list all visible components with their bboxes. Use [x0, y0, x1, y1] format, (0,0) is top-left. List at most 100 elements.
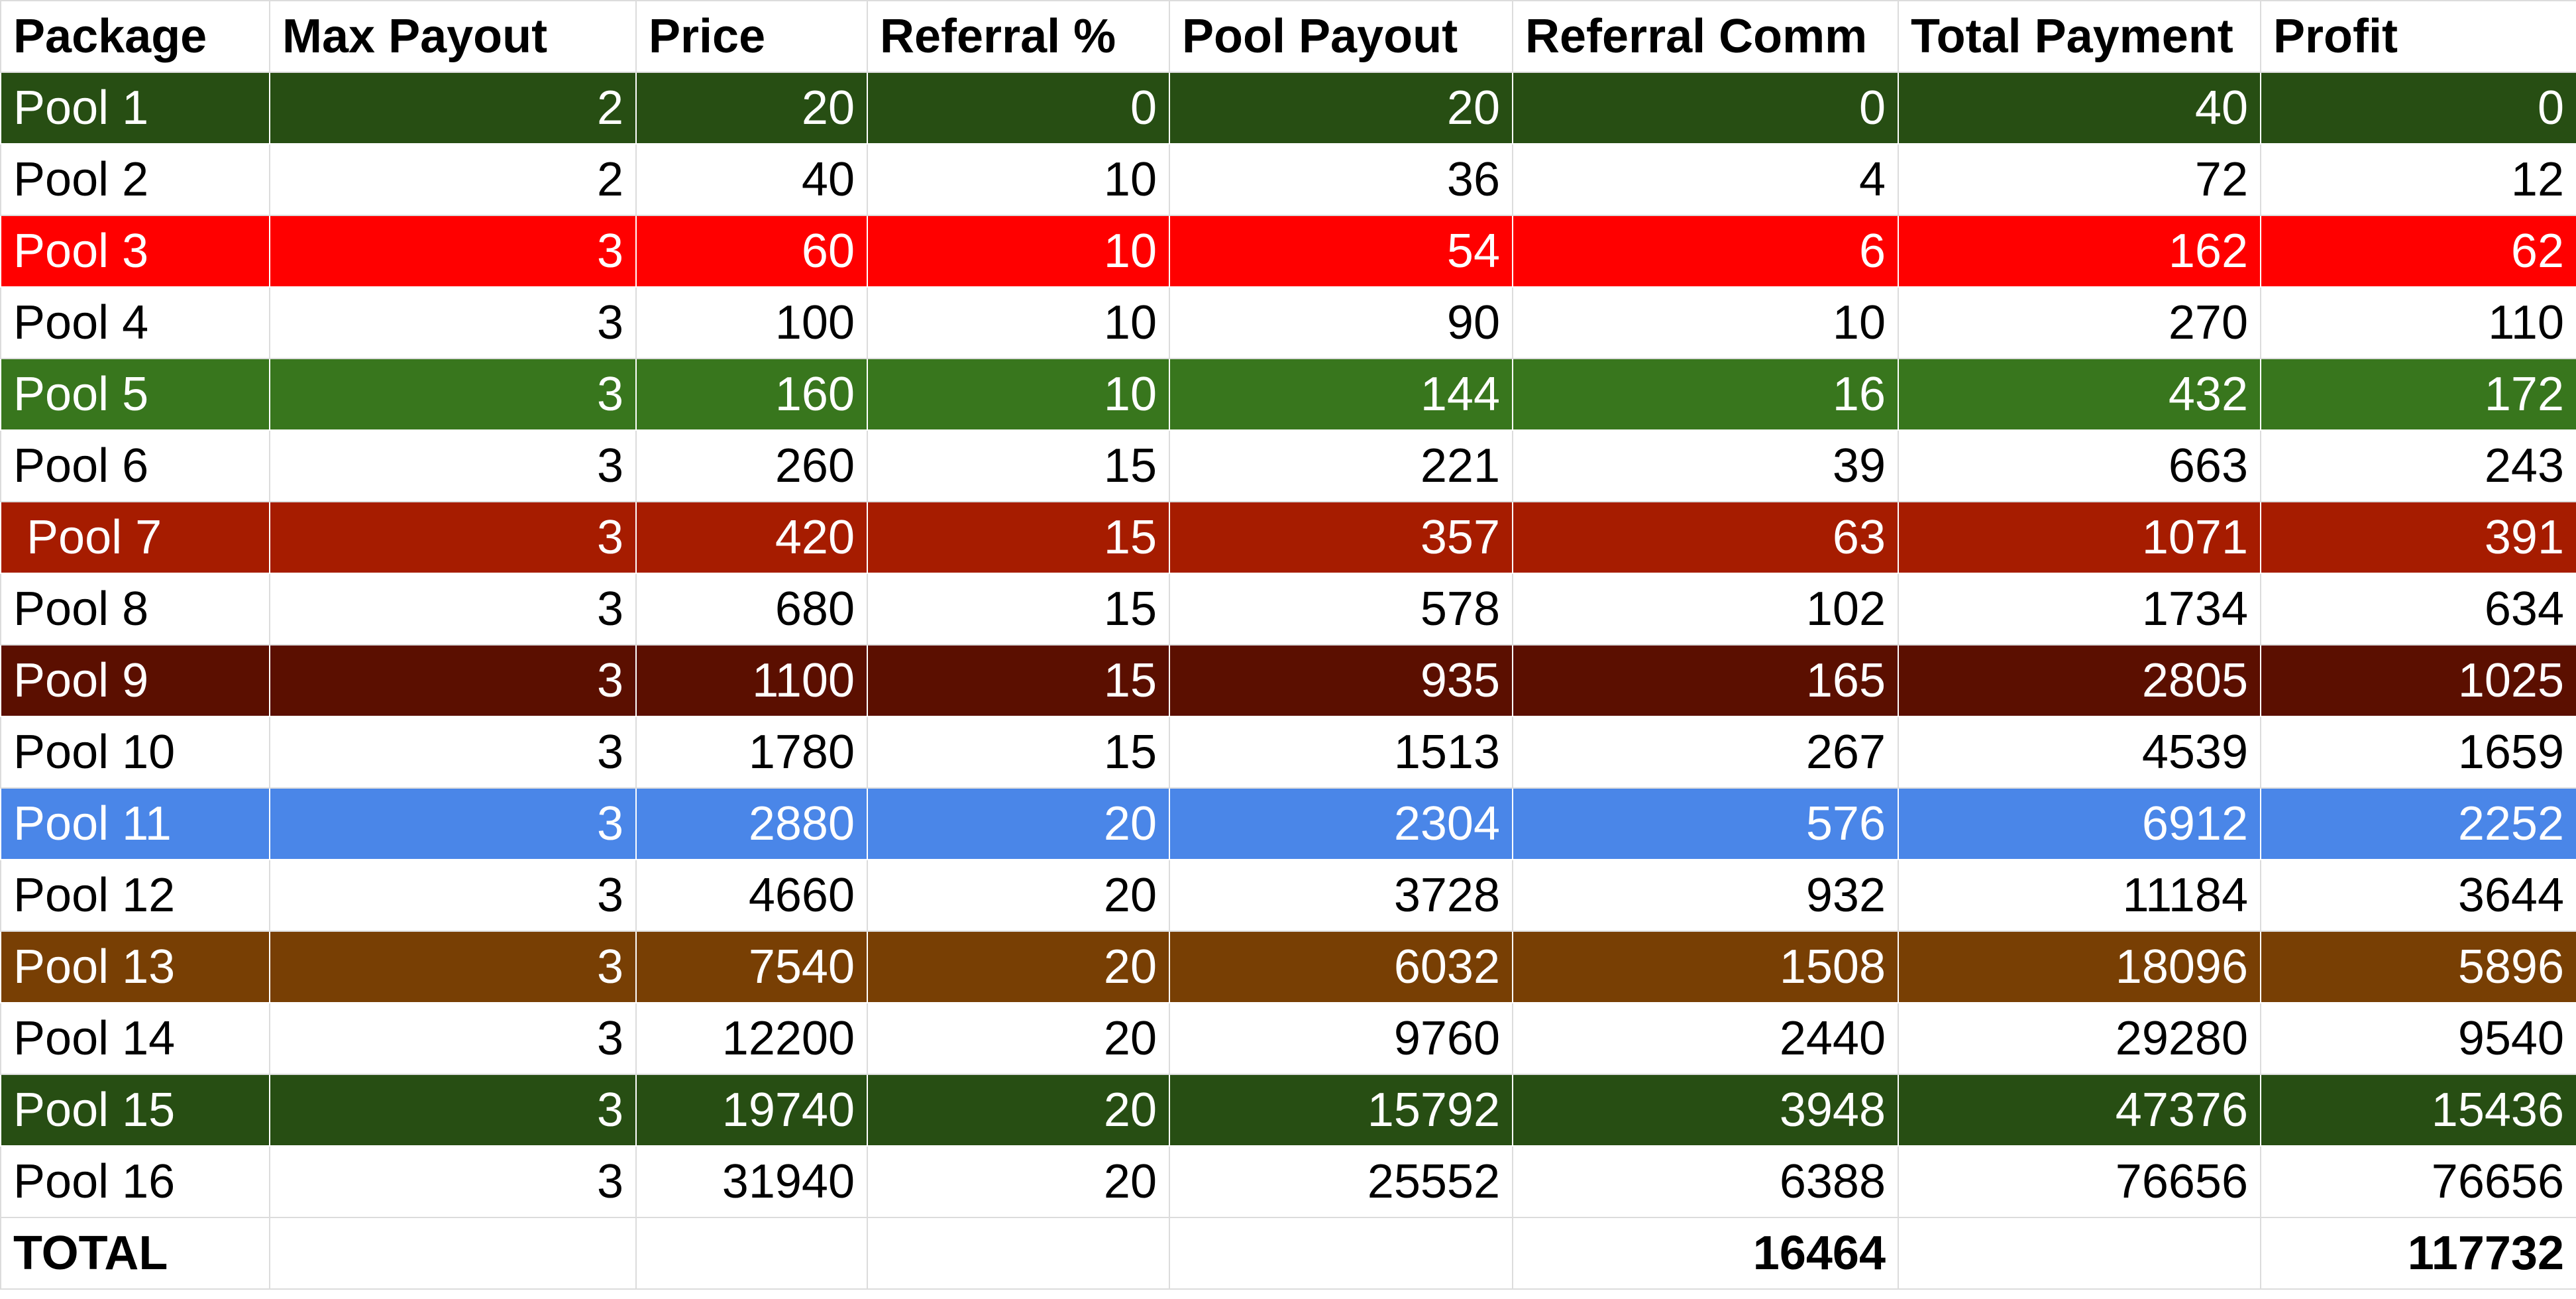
data-cell[interactable]: 221: [1169, 429, 1513, 502]
data-cell[interactable]: 0: [867, 72, 1170, 144]
data-cell[interactable]: 20: [867, 1074, 1170, 1147]
header-cell-profit[interactable]: Profit: [2260, 0, 2576, 73]
data-cell[interactable]: 0: [1512, 72, 1899, 144]
data-cell[interactable]: 576: [1512, 787, 1899, 860]
data-cell[interactable]: 1659: [2260, 716, 2576, 789]
data-cell[interactable]: 3728: [1169, 859, 1513, 932]
data-cell[interactable]: 2304: [1169, 787, 1513, 860]
data-cell[interactable]: 1025: [2260, 644, 2576, 717]
data-cell[interactable]: 63: [1512, 501, 1899, 574]
data-cell[interactable]: 15436: [2260, 1074, 2576, 1147]
row-label-cell[interactable]: Pool 13: [0, 931, 270, 1003]
row-label-cell[interactable]: Pool 7: [0, 501, 270, 574]
total-cell[interactable]: [635, 1217, 868, 1290]
header-cell-price[interactable]: Price: [635, 0, 868, 73]
data-cell[interactable]: 15792: [1169, 1074, 1513, 1147]
total-cell[interactable]: 16464: [1512, 1217, 1899, 1290]
data-cell[interactable]: 5896: [2260, 931, 2576, 1003]
data-cell[interactable]: 3: [269, 429, 637, 502]
data-cell[interactable]: 1071: [1898, 501, 2261, 574]
data-cell[interactable]: 420: [635, 501, 868, 574]
data-cell[interactable]: 10: [867, 215, 1170, 288]
data-cell[interactable]: 1780: [635, 716, 868, 789]
data-cell[interactable]: 432: [1898, 358, 2261, 431]
data-cell[interactable]: 162: [1898, 215, 2261, 288]
data-cell[interactable]: 19740: [635, 1074, 868, 1147]
data-cell[interactable]: 0: [2260, 72, 2576, 144]
data-cell[interactable]: 7540: [635, 931, 868, 1003]
row-label-cell[interactable]: Pool 5: [0, 358, 270, 431]
data-cell[interactable]: 2: [269, 143, 637, 216]
data-cell[interactable]: 102: [1512, 573, 1899, 646]
data-cell[interactable]: 165: [1512, 644, 1899, 717]
data-cell[interactable]: 3: [269, 716, 637, 789]
row-label-cell[interactable]: Pool 2: [0, 143, 270, 216]
data-cell[interactable]: 243: [2260, 429, 2576, 502]
data-cell[interactable]: 12: [2260, 143, 2576, 216]
data-cell[interactable]: 62: [2260, 215, 2576, 288]
data-cell[interactable]: 4539: [1898, 716, 2261, 789]
data-cell[interactable]: 16: [1512, 358, 1899, 431]
data-cell[interactable]: 680: [635, 573, 868, 646]
row-label-cell[interactable]: Pool 16: [0, 1145, 270, 1218]
data-cell[interactable]: 10: [867, 143, 1170, 216]
data-cell[interactable]: 76656: [1898, 1145, 2261, 1218]
data-cell[interactable]: 60: [635, 215, 868, 288]
header-cell-total-payment[interactable]: Total Payment: [1898, 0, 2261, 73]
data-cell[interactable]: 72: [1898, 143, 2261, 216]
header-cell-package[interactable]: Package: [0, 0, 270, 73]
data-cell[interactable]: 15: [867, 716, 1170, 789]
data-cell[interactable]: 6912: [1898, 787, 2261, 860]
data-cell[interactable]: 18096: [1898, 931, 2261, 1003]
data-cell[interactable]: 270: [1898, 286, 2261, 359]
data-cell[interactable]: 15: [867, 644, 1170, 717]
data-cell[interactable]: 3644: [2260, 859, 2576, 932]
data-cell[interactable]: 15: [867, 573, 1170, 646]
data-cell[interactable]: 260: [635, 429, 868, 502]
data-cell[interactable]: 12200: [635, 1002, 868, 1075]
data-cell[interactable]: 3: [269, 286, 637, 359]
header-cell-referral-pct[interactable]: Referral %: [867, 0, 1170, 73]
data-cell[interactable]: 47376: [1898, 1074, 2261, 1147]
data-cell[interactable]: 40: [1898, 72, 2261, 144]
data-cell[interactable]: 935: [1169, 644, 1513, 717]
row-label-cell[interactable]: Pool 8: [0, 573, 270, 646]
data-cell[interactable]: 76656: [2260, 1145, 2576, 1218]
header-cell-pool-payout[interactable]: Pool Payout: [1169, 0, 1513, 73]
data-cell[interactable]: 6032: [1169, 931, 1513, 1003]
data-cell[interactable]: 20: [635, 72, 868, 144]
data-cell[interactable]: 11184: [1898, 859, 2261, 932]
data-cell[interactable]: 15: [867, 429, 1170, 502]
data-cell[interactable]: 3: [269, 215, 637, 288]
data-cell[interactable]: 29280: [1898, 1002, 2261, 1075]
row-label-cell[interactable]: Pool 11: [0, 787, 270, 860]
row-label-cell[interactable]: Pool 1: [0, 72, 270, 144]
row-label-cell[interactable]: Pool 4: [0, 286, 270, 359]
data-cell[interactable]: 2: [269, 72, 637, 144]
data-cell[interactable]: 110: [2260, 286, 2576, 359]
data-cell[interactable]: 25552: [1169, 1145, 1513, 1218]
data-cell[interactable]: 932: [1512, 859, 1899, 932]
data-cell[interactable]: 357: [1169, 501, 1513, 574]
header-cell-referral-comm[interactable]: Referral Comm: [1512, 0, 1899, 73]
data-cell[interactable]: 54: [1169, 215, 1513, 288]
row-label-cell[interactable]: Pool 3: [0, 215, 270, 288]
total-cell[interactable]: [867, 1217, 1170, 1290]
data-cell[interactable]: 2805: [1898, 644, 2261, 717]
data-cell[interactable]: 4: [1512, 143, 1899, 216]
data-cell[interactable]: 2440: [1512, 1002, 1899, 1075]
data-cell[interactable]: 3: [269, 358, 637, 431]
data-cell[interactable]: 3: [269, 1074, 637, 1147]
data-cell[interactable]: 634: [2260, 573, 2576, 646]
data-cell[interactable]: 3: [269, 787, 637, 860]
data-cell[interactable]: 3: [269, 644, 637, 717]
data-cell[interactable]: 3: [269, 1002, 637, 1075]
row-label-cell[interactable]: Pool 9: [0, 644, 270, 717]
data-cell[interactable]: 20: [867, 787, 1170, 860]
data-cell[interactable]: 1508: [1512, 931, 1899, 1003]
data-cell[interactable]: 3: [269, 931, 637, 1003]
data-cell[interactable]: 2880: [635, 787, 868, 860]
data-cell[interactable]: 1734: [1898, 573, 2261, 646]
data-cell[interactable]: 160: [635, 358, 868, 431]
row-label-cell[interactable]: Pool 6: [0, 429, 270, 502]
